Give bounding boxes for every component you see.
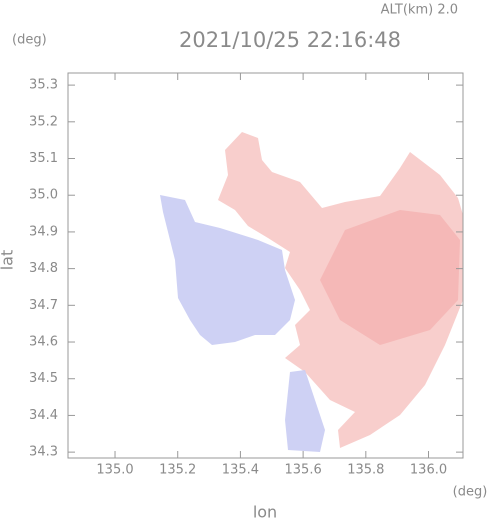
x-tick-label: 135.4 [222, 463, 259, 478]
y-axis-label: lat [0, 250, 17, 271]
y-tick-label: 35.0 [29, 188, 58, 203]
positive-core [320, 210, 460, 345]
x-unit: (deg) [453, 485, 488, 500]
x-tick-label: 135.2 [159, 463, 196, 478]
x-tick-label: 135.0 [96, 463, 133, 478]
y-tick-label: 34.9 [29, 224, 58, 239]
y-tick-label: 34.5 [29, 371, 58, 386]
chart-subtitle: ALT(km) 2.0 [381, 3, 458, 18]
radar-field [160, 132, 463, 452]
y-tick-label: 35.3 [29, 78, 58, 93]
negative-field [160, 195, 295, 345]
x-axis-label: lon [253, 503, 277, 521]
chart-title: 2021/10/25 22:16:48 [179, 28, 401, 52]
x-tick-label: 135.8 [347, 463, 384, 478]
y-tick-label: 34.8 [29, 261, 58, 276]
y-tick-label: 34.7 [29, 298, 58, 313]
plot-frame [67, 72, 464, 459]
y-tick-label: 34.6 [29, 335, 58, 350]
x-tick-label: 135.6 [285, 463, 322, 478]
y-tick-label: 35.1 [29, 151, 58, 166]
negative-strip [285, 370, 325, 452]
y-tick-label: 34.3 [29, 445, 58, 460]
y-tick-label: 35.2 [29, 114, 58, 129]
y-unit: (deg) [12, 33, 47, 48]
y-tick-label: 34.4 [29, 408, 58, 423]
x-tick-label: 136.0 [410, 463, 447, 478]
